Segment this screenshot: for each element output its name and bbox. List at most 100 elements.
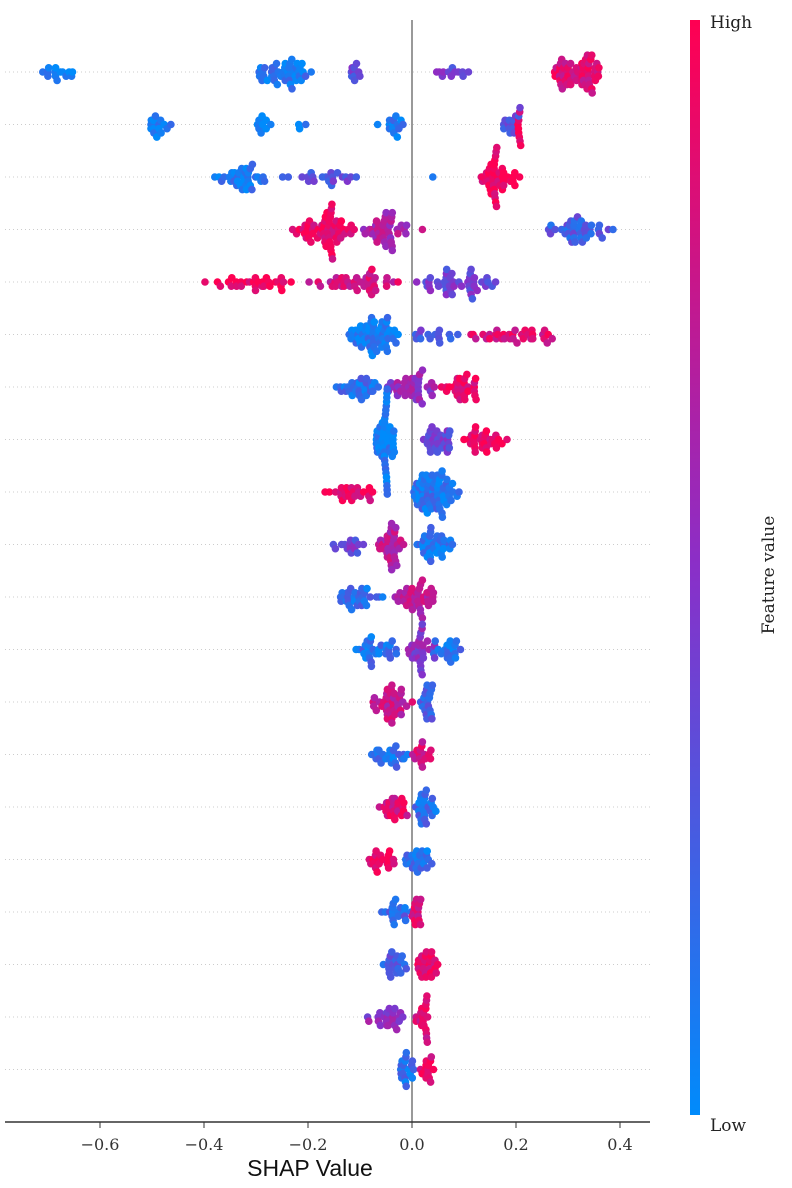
shap-point [471,423,480,431]
shap-point [551,225,559,234]
shap-point [362,601,371,610]
shap-point [439,544,448,553]
shap-point [353,286,362,295]
shap-point [492,444,501,452]
shap-point [392,763,401,771]
shap-point [383,385,392,393]
shap-point [587,229,595,238]
shap-point [428,681,437,689]
shap-point [331,488,340,496]
shap-point [483,448,491,456]
shap-point [566,59,575,68]
shap-point [401,916,410,925]
shap-point [390,427,398,435]
shap-point [426,557,435,566]
colorbar-high-label: High [710,13,752,33]
shap-point [370,694,379,702]
shap-point [368,265,376,274]
shap-point [375,649,383,658]
shap-point [388,637,397,645]
shap-point [382,242,390,251]
shap-point [416,920,425,929]
shap-point [442,265,451,274]
shap-point [432,807,440,815]
shap-point [298,173,306,181]
shap-point [456,645,465,654]
shap-point [227,282,236,291]
shap-point [397,710,406,719]
shap-point [383,490,392,498]
shap-point [359,540,368,549]
shap-point [571,238,579,246]
shap-point [426,334,434,343]
shap-point [485,334,494,343]
shap-point [440,536,448,545]
shap-point [385,847,394,855]
shap-point [350,76,359,85]
colorbar-low-label: Low [710,1116,747,1136]
shap-point [402,229,410,238]
shap-point [408,698,417,706]
shap-point [402,374,410,383]
shap-point [498,439,506,448]
shap-point [423,992,431,1000]
shap-point [337,217,346,225]
shap-point [472,395,480,404]
shap-point [446,334,455,343]
shap-point [418,400,427,408]
shap-point [390,689,399,698]
shap-point [301,120,310,129]
shap-point [471,448,480,456]
shap-point [392,339,400,347]
shap-point [400,799,408,807]
shap-point [408,1074,417,1082]
shap-point [416,895,425,904]
shap-point [427,523,435,532]
shap-point [301,72,310,80]
shap-point [329,177,338,185]
shap-point [418,670,427,679]
shap-point [362,374,371,383]
shap-point [369,387,377,396]
shap-point [503,435,511,444]
x-tick-label: −0.4 [185,1135,224,1154]
shap-point [378,593,387,601]
shap-point [399,540,408,549]
shap-point [429,597,437,605]
shap-point [266,282,274,291]
shap-point [356,72,364,80]
shap-point [463,370,471,379]
shap-point [352,59,361,68]
shap-point [366,496,375,505]
shap-point [427,746,435,755]
shap-point [392,112,400,120]
shap-point [438,513,447,521]
shap-point [412,278,421,286]
shap-point [448,290,457,299]
x-ticks: −0.6 −0.4 −0.2 0.0 0.2 0.4 [81,1122,633,1154]
shap-point [422,786,431,794]
shap-point [447,496,455,505]
shap-point [429,1065,438,1074]
shap-point [287,278,295,286]
shap-point [448,269,456,278]
shap-point [402,1082,411,1091]
shap-point [423,1013,432,1021]
shap-point [428,391,437,400]
shap-point [516,103,524,112]
shap-point [251,286,260,295]
shap-point [394,278,402,286]
shap-point [470,274,479,282]
shap-point [388,246,397,255]
shap-point [386,973,395,981]
shap-point [384,864,393,872]
shap-point [383,274,391,282]
shap-point [392,1025,401,1034]
shap-point [419,654,428,662]
shap-point [305,278,313,286]
shap-point [443,475,451,484]
shap-point [429,173,437,181]
shap-point [426,286,435,295]
shap-point [516,141,525,150]
